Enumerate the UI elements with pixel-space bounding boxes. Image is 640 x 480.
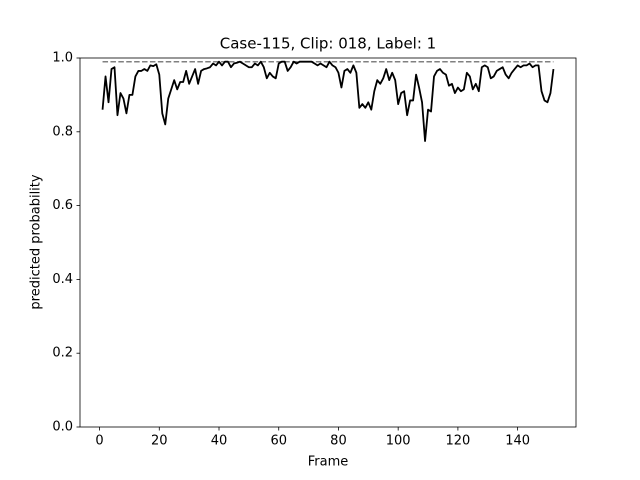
x-tick-label: 100 [386,434,411,449]
data-line [101,60,555,142]
plot-frame [79,57,577,428]
x-tick-label: 20 [151,434,168,449]
x-tick-label: 140 [505,434,530,449]
x-tick-label: 40 [211,434,228,449]
x-tick-label: 0 [95,434,103,449]
y-tick-label: 0.4 [52,272,73,287]
y-tick-label: 1.0 [52,51,73,66]
y-tick-label: 0.2 [52,346,73,361]
y-tick-label: 0.0 [52,420,73,435]
x-tick-label: 120 [445,434,470,449]
chart-title: Case-115, Clip: 018, Label: 1 [220,35,436,53]
x-tick-label: 60 [270,434,287,449]
y-tick-label: 0.8 [52,124,73,139]
y-tick-label: 0.6 [52,198,73,213]
x-axis-label: Frame [308,455,349,470]
x-tick-label: 80 [330,434,347,449]
y-axis-label: predicted probability [29,174,44,309]
